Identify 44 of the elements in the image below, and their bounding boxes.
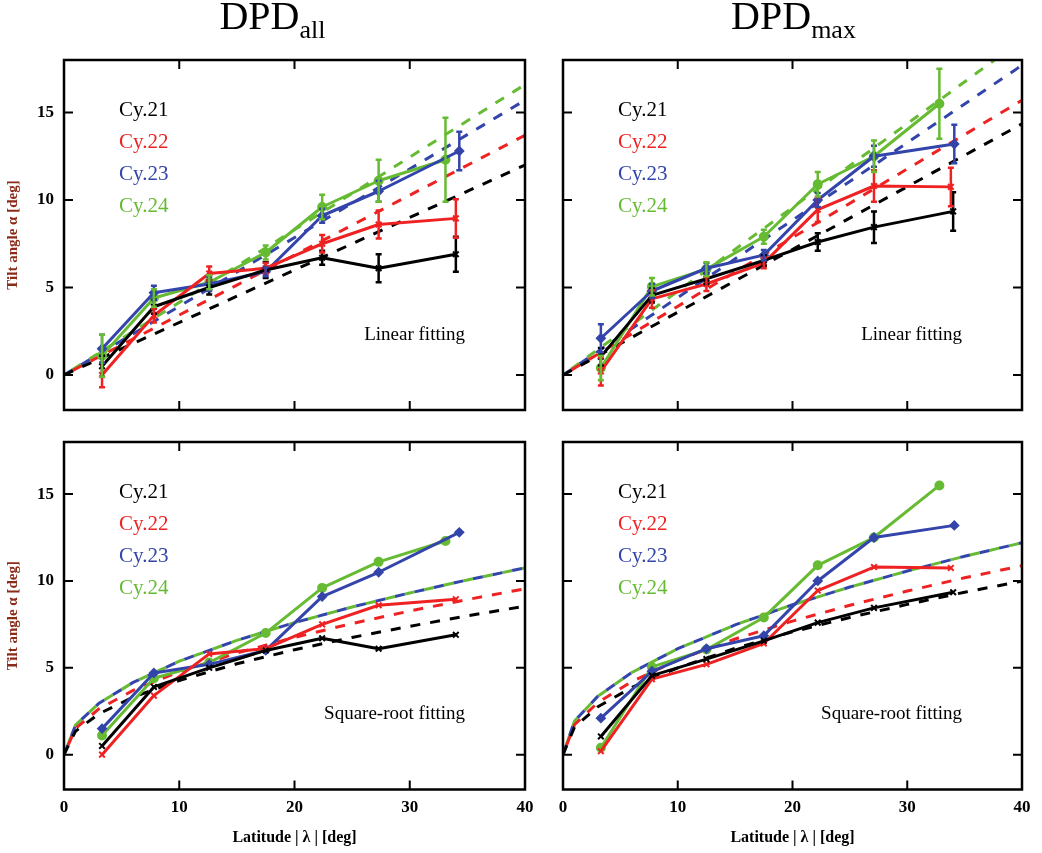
text: Cy.23 <box>618 160 668 185</box>
x-tick-label: 40 <box>1013 796 1031 816</box>
y-tick-label: 10 <box>37 570 54 590</box>
x-tick-label: 10 <box>669 796 687 816</box>
x-tick-label: 0 <box>59 796 69 816</box>
x-tick-label: 10 <box>170 796 188 816</box>
y-axis-title: Tilt angle α [deg] <box>3 561 20 671</box>
y-tick-label: 15 <box>37 483 54 503</box>
x-axis-title: Latitude | λ | [deg] <box>232 827 357 846</box>
y-tick-label: 0 <box>45 364 54 384</box>
x-axis-title: Latitude | λ | [deg] <box>730 827 855 846</box>
text: Cy.22 <box>119 128 169 153</box>
y-axis-title: Tilt angle α [deg] <box>3 180 20 290</box>
text: Cy.24 <box>618 192 668 217</box>
chart-title: DPD$_{all}$ <box>218 0 327 46</box>
x-tick-label: 30 <box>401 796 419 816</box>
text: Cy.24 <box>119 192 169 217</box>
chart-title: DPD$_{max}$ <box>730 0 857 46</box>
y-tick-label: 5 <box>45 657 54 677</box>
text: Cy.22 <box>618 128 668 153</box>
y-tick-label: 0 <box>45 744 54 764</box>
text: Cy.21 <box>618 96 668 121</box>
annotation: Linear fitting <box>364 322 466 344</box>
annotation: Square-root fitting <box>324 702 466 724</box>
text: Cy.22 <box>618 510 668 535</box>
text: Cy.22 <box>119 510 169 535</box>
x-tick-label: 0 <box>558 796 568 816</box>
text: Cy.23 <box>119 542 169 567</box>
annotation: Square-root fitting <box>821 702 963 724</box>
y-tick-label: 5 <box>45 276 54 296</box>
text: Cy.23 <box>119 160 169 185</box>
annotation: Linear fitting <box>861 322 963 344</box>
text: Cy.21 <box>119 96 169 121</box>
text: Cy.21 <box>618 478 668 503</box>
x-tick-label: 20 <box>286 796 303 816</box>
y-tick-label: 15 <box>37 101 54 121</box>
text: Cy.23 <box>618 542 668 567</box>
y-tick-label: 10 <box>37 189 54 209</box>
text: Cy.24 <box>618 574 668 599</box>
x-tick-label: 40 <box>516 796 534 816</box>
text: Cy.24 <box>119 574 169 599</box>
x-tick-label: 30 <box>898 796 916 816</box>
text: Cy.21 <box>119 478 169 503</box>
x-tick-label: 20 <box>784 796 801 816</box>
